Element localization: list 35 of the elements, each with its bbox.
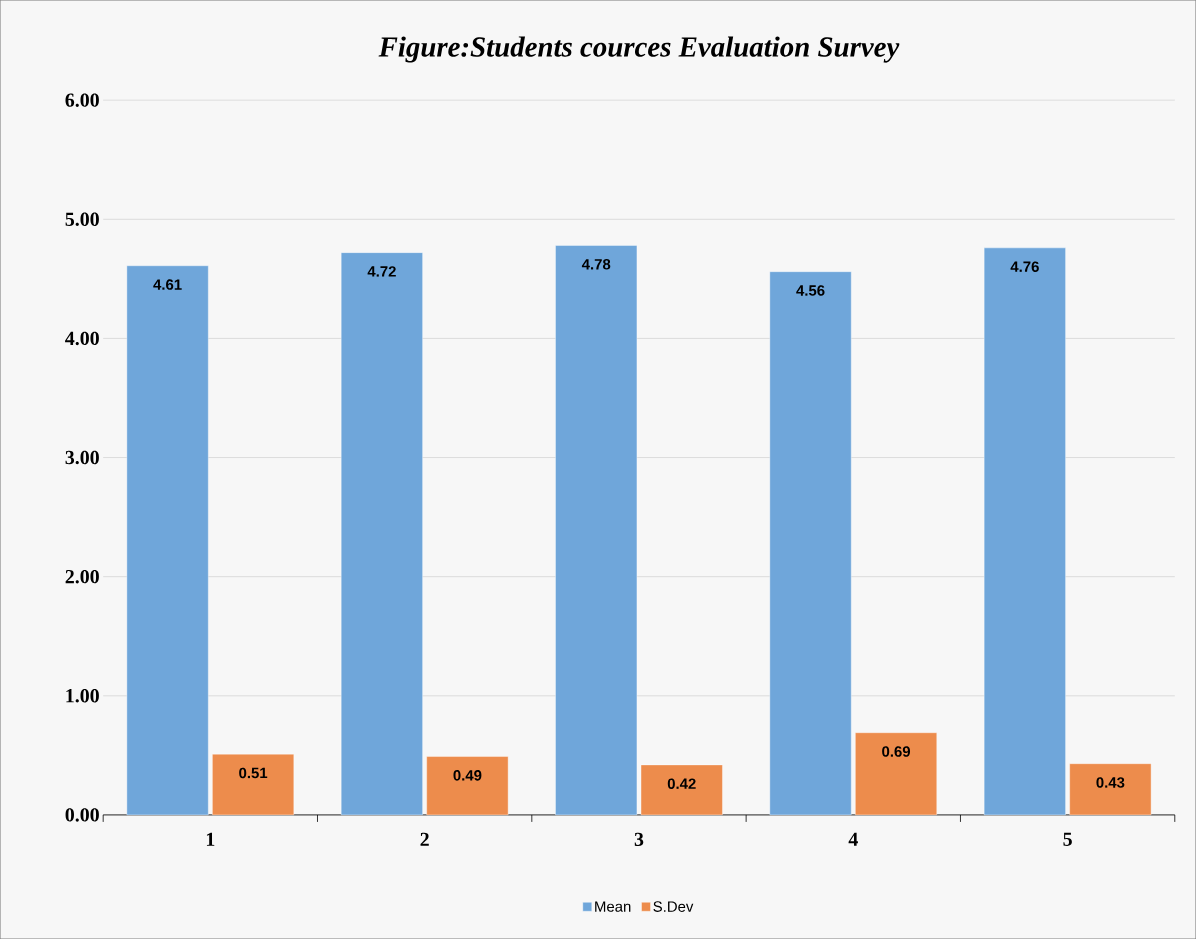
bar [555,245,638,816]
bar [983,247,1066,816]
x-tick-label: 4 [848,832,858,846]
y-tick-label: 0.00 [65,808,99,822]
data-label: 4.72 [367,266,396,277]
bar [640,764,723,816]
bar [426,756,509,816]
bar [855,732,937,816]
y-tick-label: 4.00 [65,331,99,346]
y-tick-label: 2.00 [65,569,99,584]
data-label: 4.56 [796,285,825,296]
data-label: 0.43 [1096,777,1125,788]
y-tick-label: 6.00 [65,93,99,107]
data-label: 4.61 [153,279,182,290]
bar [340,252,423,816]
bar [212,753,295,816]
y-tick-label: 5.00 [65,212,99,227]
y-tick-label: 3.00 [65,450,99,465]
data-label: 4.78 [581,258,611,270]
chart-title: Figure:Students cources Evaluation Survey [378,36,900,63]
y-tick-label: 1.00 [66,689,99,703]
x-tick-label: 2 [420,832,429,846]
data-label: 0.49 [453,770,482,781]
x-tick-label: 3 [634,832,644,847]
bar [769,271,852,816]
x-tick-label: 5 [1063,832,1072,846]
bar [1069,763,1152,816]
data-label: 0.69 [882,746,911,757]
legend-label: Mean [595,901,631,912]
bar [126,265,209,816]
legend-label: S.Dev [653,901,694,912]
data-label: 0.51 [239,767,268,779]
x-tick-label: 1 [206,832,215,846]
data-label: 0.42 [667,778,696,789]
data-label: 4.76 [1010,261,1039,272]
